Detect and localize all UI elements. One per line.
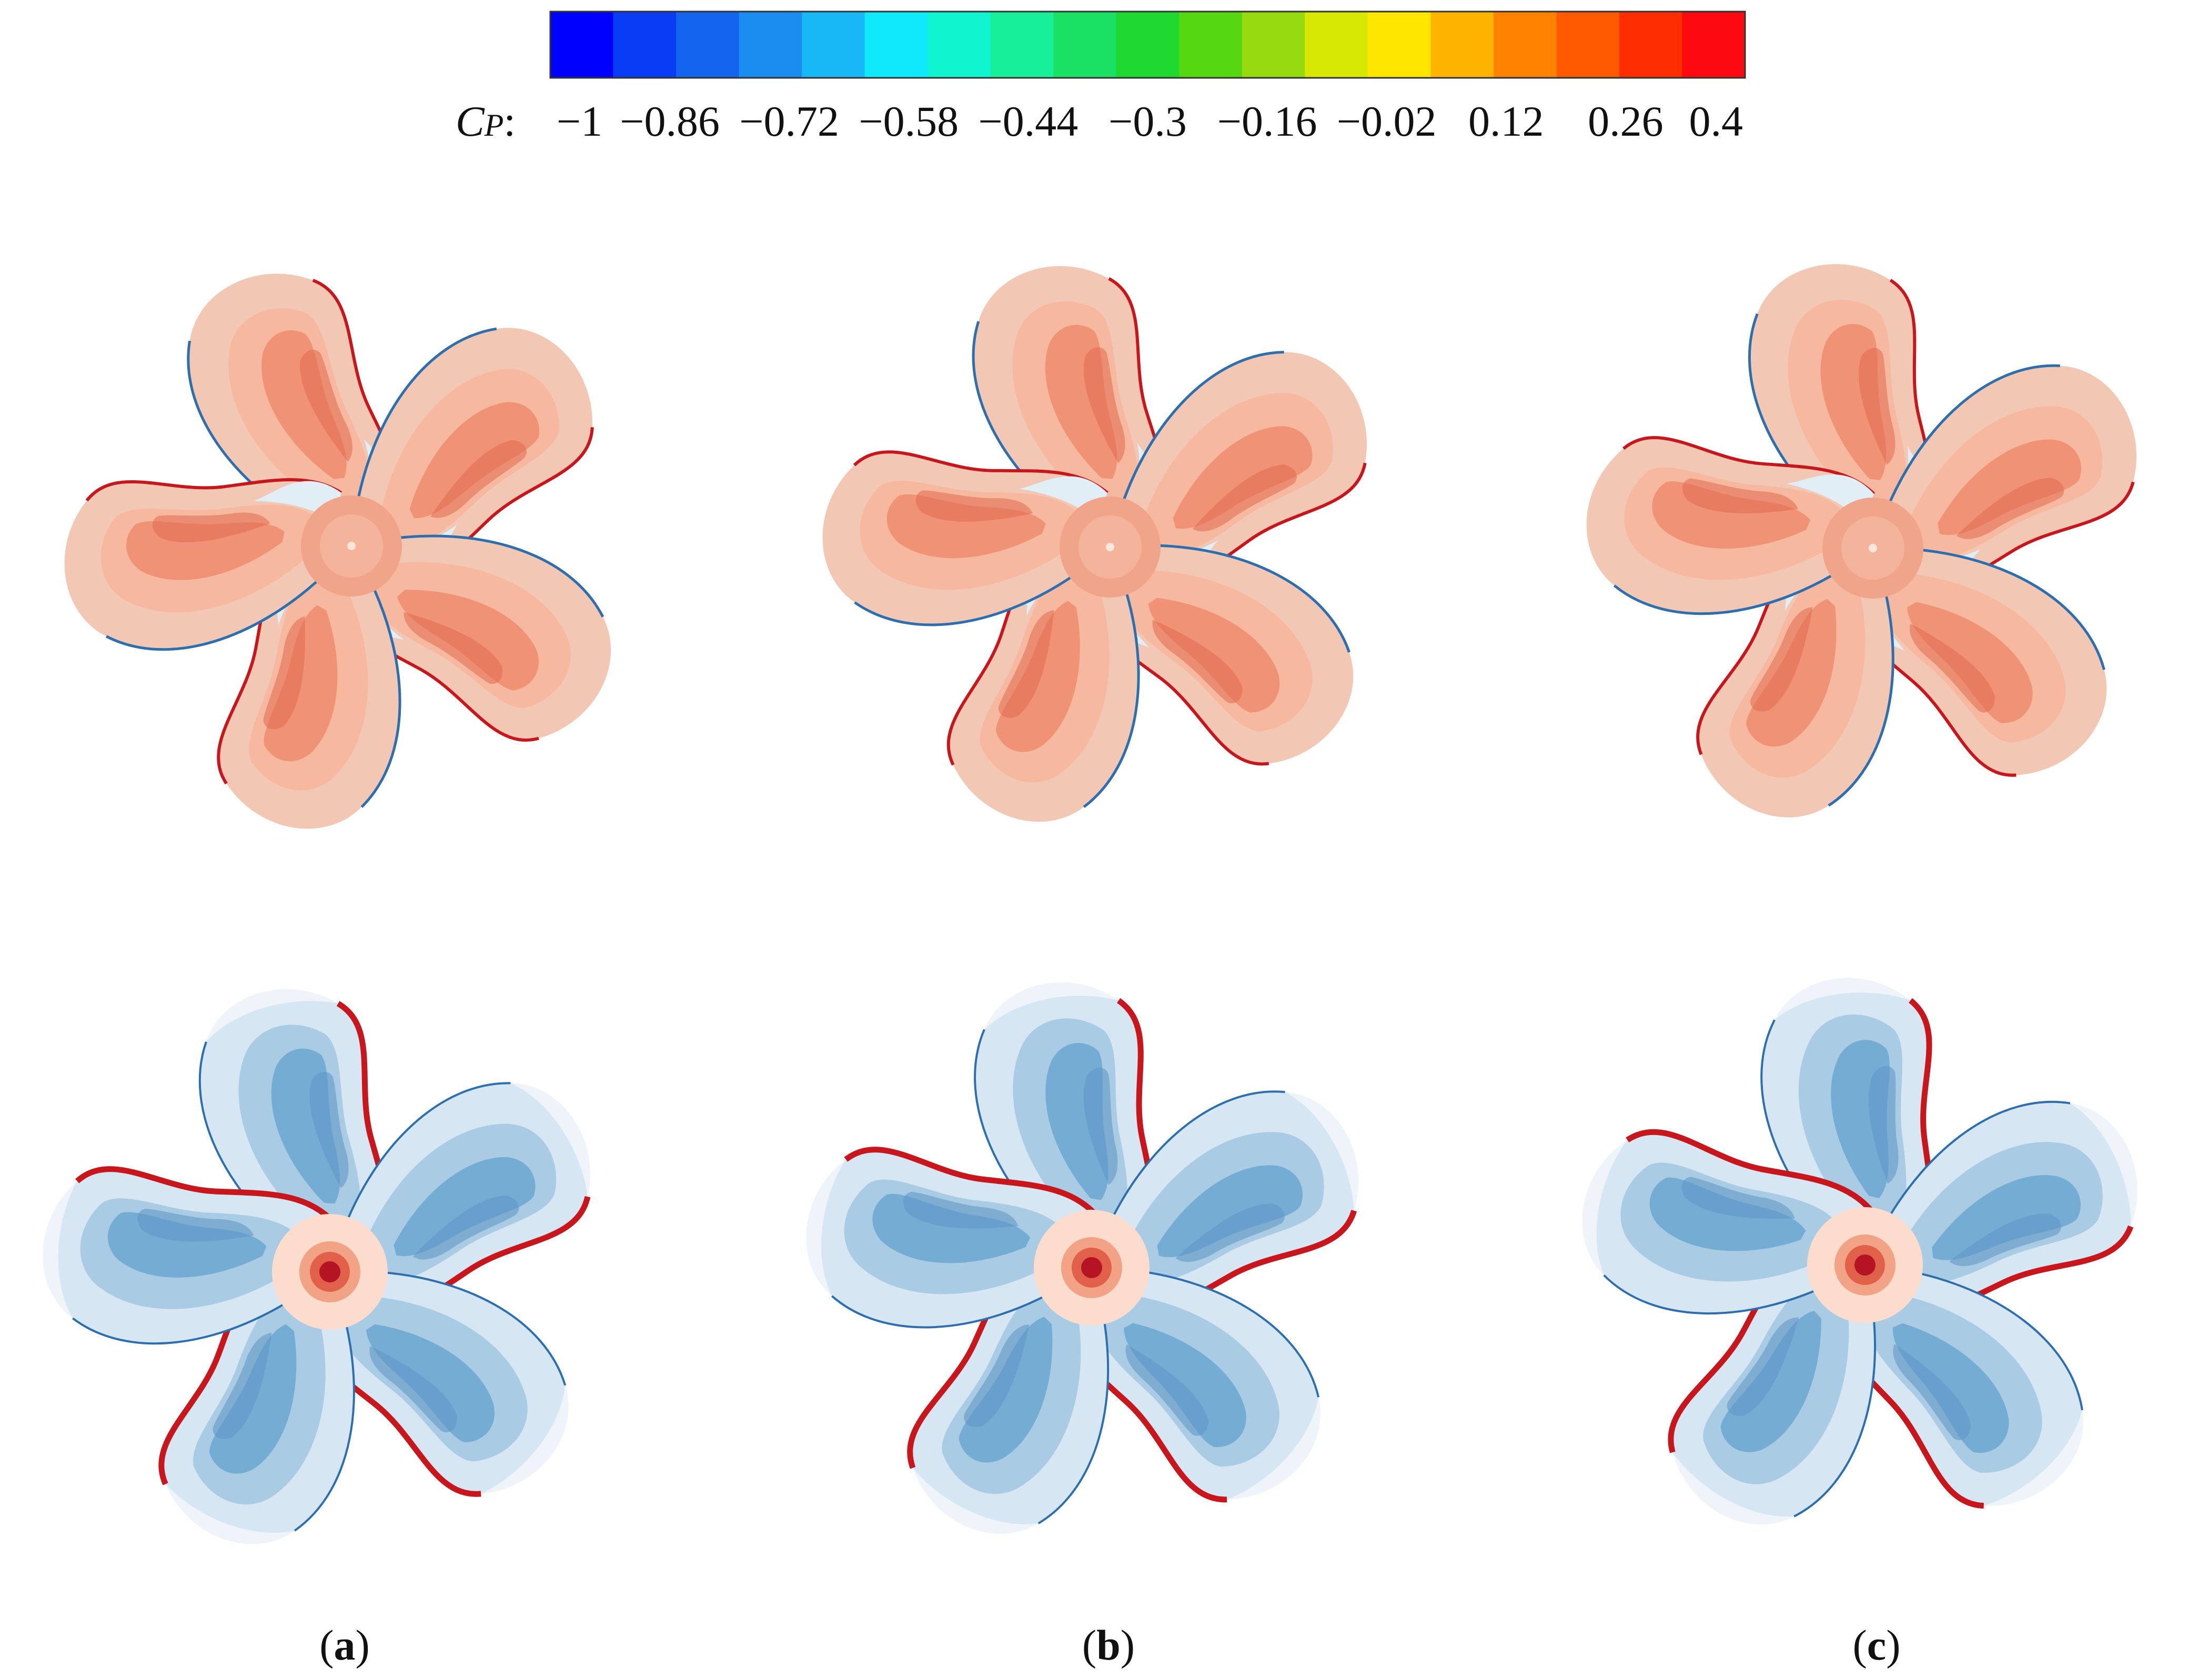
colorbar-swatch: [1493, 12, 1557, 78]
propeller-b-pressure-side: [799, 263, 1394, 855]
colorbar-swatches: [550, 12, 1746, 78]
colorbar-tick-label: −1: [557, 97, 602, 145]
colorbar-label: CP:: [456, 97, 516, 145]
propeller-a-suction-side: [17, 983, 614, 1578]
propeller-a-pressure-side: [48, 262, 645, 859]
colorbar-swatch: [1556, 12, 1620, 78]
colorbar-swatch: [676, 12, 740, 78]
propeller-blade: [295, 1212, 600, 1538]
colorbar-swatch: [864, 12, 928, 78]
colorbar-swatch: [1305, 12, 1368, 78]
propeller-c-pressure-side: [1559, 255, 2157, 852]
caption-c: (c): [1852, 1621, 1900, 1669]
colorbar: CP: −1 −0.86 −0.72 −0.58 −0.44 −0.3 −0.16 −0.02…: [456, 11, 1746, 145]
colorbar-swatch: [1430, 12, 1494, 78]
propeller-blade: [1551, 1078, 1874, 1380]
colorbar-swatch: [1682, 12, 1746, 78]
colorbar-tick-labels: −1 −0.86 −0.72 −0.58 −0.44 −0.3 −0.16 −0.02 0.12…: [557, 97, 1743, 145]
propeller-blade: [1823, 1226, 2110, 1543]
propeller-blade: [17, 1116, 331, 1398]
colorbar-swatch: [550, 12, 614, 78]
colorbar-frame: [549, 11, 1746, 79]
propeller-blade: [951, 971, 1185, 1254]
colorbar-swatch: [1053, 12, 1117, 78]
propeller-b-suction-side: [778, 971, 1376, 1568]
colorbar-tick-label: −0.02: [1337, 97, 1437, 145]
propeller-blade: [314, 1065, 614, 1320]
propeller-blade: [1620, 1238, 1947, 1558]
propeller-blade: [1870, 1093, 2149, 1317]
colorbar-swatch: [1116, 12, 1180, 78]
propeller-blade: [858, 1244, 1180, 1568]
propeller-grid: [17, 255, 2157, 1578]
propeller-blade: [778, 1096, 1097, 1388]
colorbar-swatch: [1619, 12, 1683, 78]
propeller-blade: [108, 1253, 428, 1578]
colorbar-tick-label: −0.86: [620, 97, 720, 145]
colorbar-swatch: [802, 12, 865, 78]
colorbar-swatch: [1179, 12, 1243, 78]
propeller-blade: [1053, 1219, 1349, 1540]
colorbar-tick-label: −0.58: [859, 97, 959, 145]
colorbar-swatch: [927, 12, 991, 78]
propeller-blade: [187, 983, 404, 1255]
colorbar-tick-label: 0.12: [1468, 97, 1544, 145]
colorbar-swatch: [613, 12, 677, 78]
colorbar-swatch: [1242, 12, 1306, 78]
colorbar-tick-label: −0.16: [1217, 97, 1317, 145]
colorbar-swatch: [1367, 12, 1431, 78]
propeller-c-suction-side: [1551, 962, 2149, 1558]
propeller-blade: [1728, 962, 1977, 1256]
caption-a: (a): [319, 1621, 370, 1669]
colorbar-tick-label: −0.44: [979, 97, 1078, 145]
colorbar-tick-label: −0.72: [739, 97, 839, 145]
colorbar-swatch: [990, 12, 1054, 78]
colorbar-tick-label: −0.3: [1108, 97, 1187, 145]
colorbar-tick-label: 0.4: [1689, 97, 1743, 145]
colorbar-tick-label: 0.26: [1588, 97, 1663, 145]
propeller-blade: [1086, 1078, 1376, 1318]
caption-b: (b): [1082, 1621, 1135, 1669]
colorbar-swatch: [739, 12, 802, 78]
